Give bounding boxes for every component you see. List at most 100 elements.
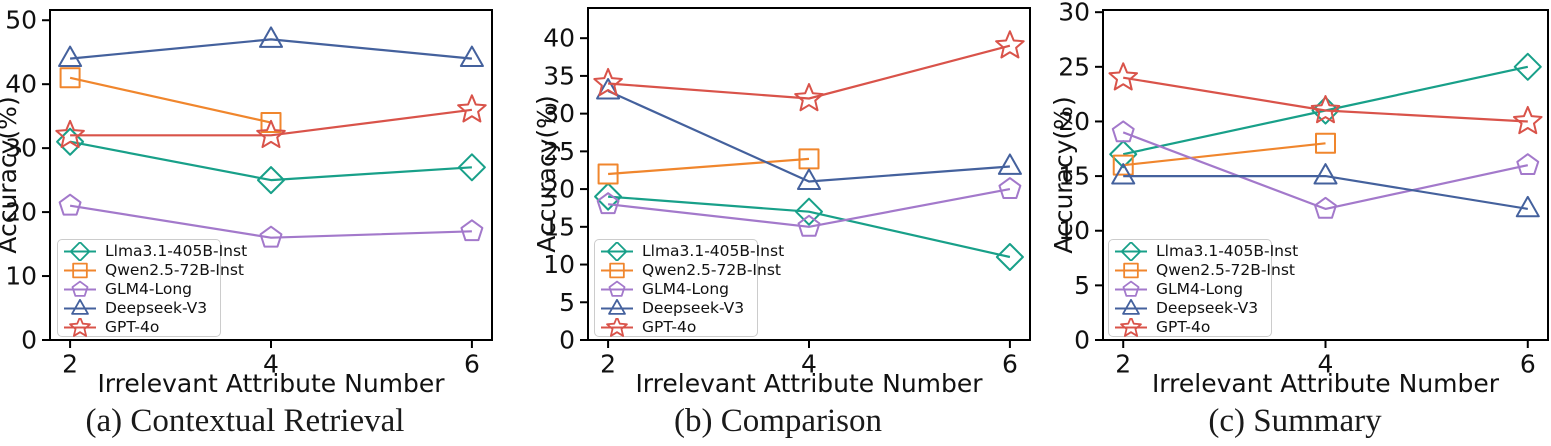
- y-tick-label: 35: [543, 61, 575, 90]
- triangle-marker-icon: [1313, 163, 1338, 185]
- legend-row-gpt-4o: GPT-4o: [1113, 318, 1267, 337]
- subplot-b: 0 5 10 15 20 25 30 35 40 2 4 6: [543, 7, 1031, 378]
- legend-marker-square-icon: [601, 262, 633, 279]
- pentagon-marker-icon: [259, 225, 283, 248]
- y-tick-label: 5: [1074, 271, 1090, 300]
- star-marker-icon: [1512, 105, 1543, 135]
- legend-marker-star-icon: [601, 318, 633, 337]
- square-marker-icon: [798, 148, 820, 170]
- x-tick-label: 4: [1318, 349, 1334, 378]
- y-axis-label-a: Accuracy(%): [0, 96, 22, 254]
- square-marker-icon: [59, 67, 81, 89]
- x-ticks: 2 4 6: [600, 341, 1018, 378]
- series-deepseek-v3: [596, 78, 1022, 190]
- diamond-marker-icon: [795, 197, 823, 226]
- series-qwen2-5-72b-inst: [1112, 132, 1336, 176]
- legend-row-glm4-long: GLM4-Long: [599, 280, 753, 299]
- legend-a: Llma3.1-405B-Inst Qwen2.5-72B-Inst GLM4-Lo…: [57, 239, 247, 337]
- legend-label: Qwen2.5-72B-Inst: [105, 260, 244, 279]
- pentagon-marker-icon: [797, 214, 821, 237]
- legend-row-llma3-1-405b-inst: Llma3.1-405B-Inst: [62, 242, 247, 261]
- legend-marker-pentagon-icon: [1115, 280, 1147, 297]
- series-qwen2-5-72b-inst: [59, 67, 282, 134]
- legend-marker-diamond-icon: [64, 242, 96, 261]
- x-tick-label: 4: [801, 349, 817, 378]
- series-line: [69, 204, 472, 239]
- triangle-marker-icon: [459, 45, 484, 68]
- y-tick-label: 15: [543, 212, 575, 241]
- square-marker-icon: [1315, 132, 1336, 154]
- legend-marker-pentagon-icon: [601, 280, 633, 297]
- y-ticks: 0 5 10 15 20 25 30: [1058, 0, 1102, 355]
- caption-comparison: (b) Comparison: [673, 403, 883, 439]
- legend-row-llma3-1-405b-inst: Llma3.1-405B-Inst: [599, 242, 784, 261]
- y-tick-label: 10: [1058, 216, 1090, 245]
- series-line: [608, 195, 1011, 259]
- x-tick-label: 2: [62, 349, 78, 378]
- triangle-marker-icon: [258, 26, 284, 48]
- pentagon-marker-icon: [596, 192, 620, 215]
- diamond-marker-icon: [457, 153, 486, 182]
- triangle-marker-icon: [596, 78, 621, 100]
- x-ticks: 2 4 6: [62, 341, 480, 378]
- triangle-marker-icon: [1111, 163, 1136, 185]
- legend-marker-diamond-icon: [601, 242, 633, 261]
- series-line: [607, 89, 1010, 183]
- legend-label: GLM4-Long: [642, 279, 729, 298]
- caption-summary: (c) Summary: [1208, 403, 1382, 439]
- y-ticks: 0 5 10 15 20 25 30 35 40: [543, 24, 587, 355]
- y-tick-label: 0: [21, 326, 37, 355]
- series-qwen2-5-72b-inst: [597, 148, 820, 185]
- series-line: [608, 157, 810, 176]
- diamond-marker-icon: [56, 127, 85, 156]
- subplot-c: 0 5 10 15 20 25 30 2 4 6: [1058, 0, 1549, 378]
- pentagon-marker-icon: [58, 193, 82, 216]
- legend-label: Deepseek-V3: [105, 298, 208, 317]
- legend-c: Llma3.1-405B-Inst Qwen2.5-72B-Inst GLM4-Lo…: [1108, 239, 1298, 337]
- y-tick-label: 20: [5, 198, 37, 227]
- y-tick-label: 10: [5, 262, 37, 291]
- subplot-a: 0 10 20 30 40 50 2 4 6: [5, 6, 493, 378]
- legend-label: Llma3.1-405B-Inst: [105, 241, 248, 260]
- legend-marker-triangle-icon: [64, 299, 96, 315]
- x-tick-label: 6: [1002, 349, 1018, 378]
- series-line: [69, 76, 272, 124]
- legend-marker-pentagon-icon: [64, 280, 96, 297]
- x-axis-label-b: Irrelevant Attribute Number: [635, 369, 983, 398]
- star-marker-icon: [995, 30, 1025, 59]
- y-tick-label: 30: [5, 134, 37, 163]
- legend-row-qwen2-5-72b-inst: Qwen2.5-72B-Inst: [1113, 261, 1295, 280]
- axes-frame: [1102, 9, 1549, 341]
- series-gpt-4o: [1108, 62, 1543, 135]
- star-marker-icon: [1310, 95, 1341, 124]
- y-tick-label: 0: [1074, 326, 1090, 355]
- legend-marker-star-icon: [1115, 318, 1147, 337]
- triangle-marker-icon: [1515, 195, 1540, 218]
- diamond-marker-icon: [594, 182, 623, 211]
- series-line: [69, 38, 473, 60]
- series-deepseek-v3: [58, 26, 484, 68]
- legend-label: GLM4-Long: [105, 279, 192, 298]
- star-marker-icon: [55, 119, 85, 149]
- y-tick-label: 50: [5, 6, 37, 35]
- series-glm4-long: [596, 177, 1022, 237]
- y-tick-label: 40: [543, 24, 575, 53]
- legend-label: Deepseek-V3: [642, 298, 745, 317]
- pentagon-marker-icon: [998, 177, 1022, 199]
- legend-label: GLM4-Long: [1156, 279, 1243, 298]
- pentagon-marker-icon: [1111, 120, 1135, 143]
- x-tick-label: 6: [464, 349, 480, 378]
- legend-label: Deepseek-V3: [1156, 298, 1259, 317]
- star-marker-icon: [1108, 62, 1139, 91]
- legend-label: Qwen2.5-72B-Inst: [642, 260, 781, 279]
- series-line: [70, 108, 473, 137]
- series-glm4-long: [1111, 120, 1540, 219]
- y-axis-label-b: Accuracy(%): [532, 95, 561, 253]
- series-gpt-4o: [55, 94, 487, 149]
- series-gpt-4o: [593, 30, 1025, 112]
- axes-frame: [587, 7, 1031, 341]
- legend-row-gpt-4o: GPT-4o: [62, 318, 216, 337]
- y-tick-label: 30: [543, 99, 575, 128]
